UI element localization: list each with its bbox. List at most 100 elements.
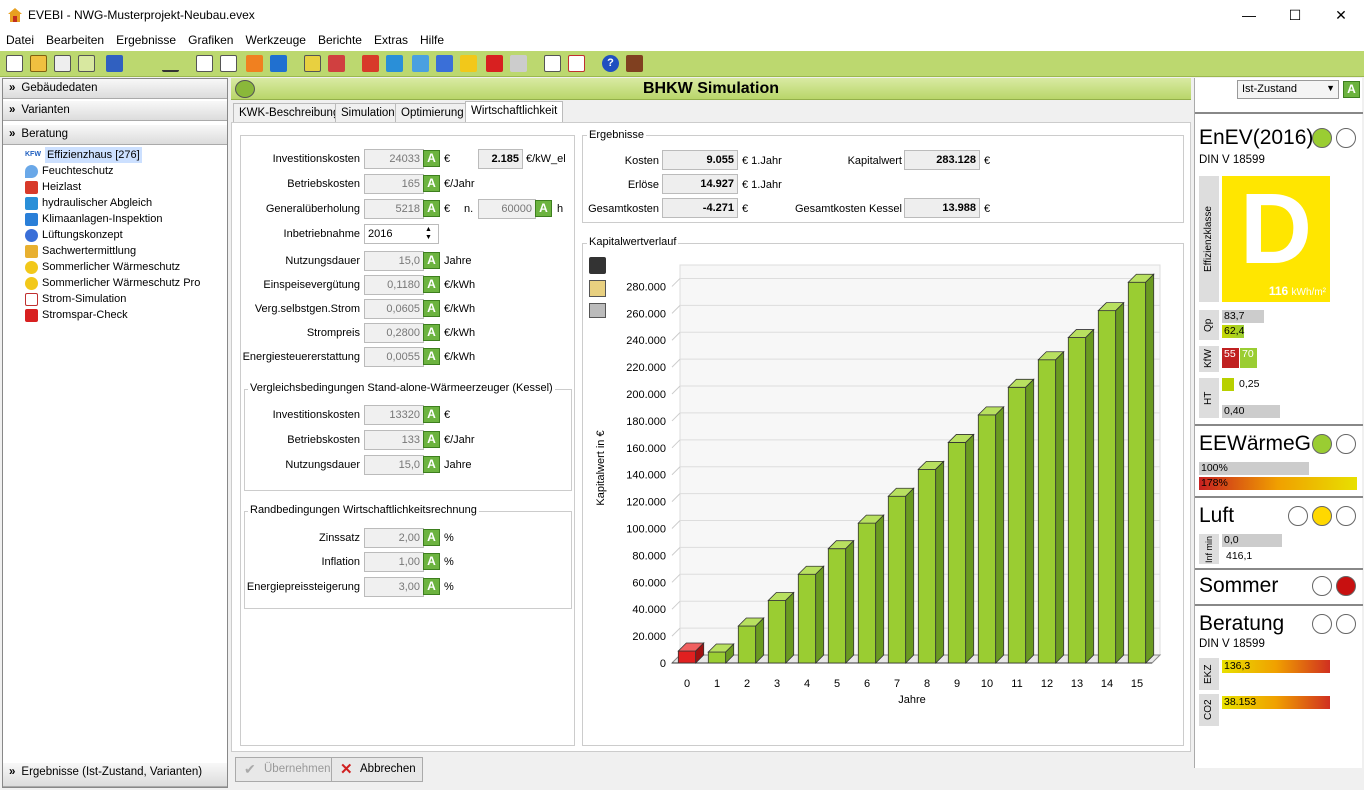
- auto-icon[interactable]: A: [423, 529, 440, 546]
- tab-simulation[interactable]: Simulation: [335, 103, 401, 123]
- tree-item-lueftung[interactable]: Lüftungskonzept: [25, 227, 200, 243]
- help-icon[interactable]: ?: [602, 55, 619, 72]
- tab-kwk-beschreibung[interactable]: KWK-Beschreibung: [233, 103, 346, 123]
- state-dropdown[interactable]: Ist-Zustand ▼: [1237, 80, 1339, 99]
- tree-item-hydraulik[interactable]: hydraulischer Abgleich: [25, 195, 200, 211]
- export-orange-icon[interactable]: [246, 55, 263, 72]
- section-gebaeudedaten[interactable]: » Gebäudedaten: [3, 79, 227, 99]
- open-folder-icon[interactable]: [30, 55, 47, 72]
- einspeise-input[interactable]: 0,1180: [364, 275, 424, 295]
- auto-icon[interactable]: A: [423, 175, 440, 192]
- minimize-button[interactable]: —: [1242, 7, 1256, 23]
- n-label: n.: [464, 203, 474, 215]
- close-button[interactable]: ✕: [1335, 7, 1347, 23]
- document-icon[interactable]: [196, 55, 213, 72]
- auto-icon[interactable]: A: [423, 300, 440, 317]
- menu-grafiken[interactable]: Grafiken: [188, 33, 234, 47]
- auto-icon[interactable]: A: [423, 252, 440, 269]
- menu-berichte[interactable]: Berichte: [317, 33, 362, 47]
- strompreis-input[interactable]: 0,2800: [364, 323, 424, 343]
- tree-icon[interactable]: [304, 55, 321, 72]
- maximize-button[interactable]: ☐: [1288, 7, 1302, 23]
- menu-ergebnisse[interactable]: Ergebnisse: [116, 33, 177, 47]
- auto-icon[interactable]: A: [423, 348, 440, 365]
- tab-optimierung[interactable]: Optimierung: [395, 103, 470, 123]
- bar-front: [827, 548, 847, 664]
- tree-item-strom-sim[interactable]: Strom-Simulation: [25, 291, 200, 307]
- nutzung-input[interactable]: 15,0: [364, 251, 424, 271]
- tab-wirtschaftlichkeit[interactable]: Wirtschaftlichkeit: [465, 101, 564, 123]
- fan-icon[interactable]: [436, 55, 453, 72]
- kessel-nutzung-input[interactable]: 15,0: [364, 455, 424, 475]
- table-icon[interactable]: [220, 55, 237, 72]
- invest-input[interactable]: 24033: [364, 149, 424, 169]
- cancel-button[interactable]: ✕ Abbrechen: [331, 757, 423, 782]
- inbetrieb-spinner[interactable]: 2016: [364, 224, 439, 244]
- menu-hilfe[interactable]: Hilfe: [420, 33, 445, 47]
- tree-item-effizienzhaus[interactable]: KFW Effizienzhaus [276]: [25, 147, 200, 163]
- kessel-betrieb-input[interactable]: 133: [364, 430, 424, 450]
- auto-icon[interactable]: A: [1343, 81, 1360, 98]
- sun-icon[interactable]: [460, 55, 477, 72]
- energie-input[interactable]: 3,00: [364, 577, 424, 597]
- print-icon[interactable]: [589, 303, 606, 318]
- calculator-icon[interactable]: [626, 55, 643, 72]
- auto-icon[interactable]: A: [423, 324, 440, 341]
- general-input[interactable]: 5218: [364, 199, 424, 219]
- auto-icon[interactable]: A: [423, 276, 440, 293]
- n-input[interactable]: 60000: [478, 199, 536, 219]
- redo-icon[interactable]: [106, 55, 123, 72]
- zins-input[interactable]: 2,00: [364, 528, 424, 548]
- section-varianten[interactable]: » Varianten: [3, 101, 227, 121]
- wand-icon[interactable]: [162, 55, 179, 72]
- y-tick-label: 240.000: [626, 335, 666, 347]
- hydraulic-icon[interactable]: [386, 55, 403, 72]
- tree-item-label: Sommerlicher Wärmeschutz: [42, 261, 181, 273]
- tree-item-feuchteschutz[interactable]: Feuchteschutz: [25, 163, 200, 179]
- energiesteuer-input[interactable]: 0,0055: [364, 347, 424, 367]
- section-beratung[interactable]: » Beratung: [3, 125, 227, 145]
- verg-input[interactable]: 0,0605: [364, 299, 424, 319]
- auto-icon[interactable]: A: [535, 200, 552, 217]
- tree-item-sommer[interactable]: Sommerlicher Wärmeschutz: [25, 259, 200, 275]
- tree-item-klima[interactable]: Klimaanlagen-Inspektion: [25, 211, 200, 227]
- menu-extras[interactable]: Extras: [373, 33, 408, 47]
- auto-icon[interactable]: A: [423, 578, 440, 595]
- apply-button[interactable]: ✔ Übernehmen: [235, 757, 338, 782]
- inflation-input[interactable]: 1,00: [364, 552, 424, 572]
- section-ergebnisse[interactable]: » Ergebnisse (Ist-Zustand, Varianten): [3, 763, 227, 787]
- copy-icon[interactable]: [54, 55, 71, 72]
- menu-werkzeuge[interactable]: Werkzeuge: [245, 33, 306, 47]
- panel-toggle-icon[interactable]: [235, 80, 255, 98]
- menu-datei[interactable]: Datei: [6, 33, 35, 47]
- house-icon[interactable]: [510, 55, 527, 72]
- new-file-icon[interactable]: [6, 55, 23, 72]
- heating-icon[interactable]: [362, 55, 379, 72]
- auto-icon[interactable]: A: [423, 150, 440, 167]
- auto-icon[interactable]: A: [423, 553, 440, 570]
- title-bar: EVEBI - NWG-Musterprojekt-Neubau.evex — …: [0, 0, 1364, 31]
- tree-item-stromspar[interactable]: Stromspar-Check: [25, 307, 200, 323]
- chart-report-icon[interactable]: [568, 55, 585, 72]
- auto-icon[interactable]: A: [423, 456, 440, 473]
- report-icon[interactable]: [544, 55, 561, 72]
- tree-item-sommer-pro[interactable]: Sommerlicher Wärmeschutz Pro: [25, 275, 200, 291]
- list-icon[interactable]: [328, 55, 345, 72]
- auto-icon[interactable]: A: [423, 431, 440, 448]
- inspection-icon[interactable]: [412, 55, 429, 72]
- import-icon[interactable]: [78, 55, 95, 72]
- bar-side: [695, 642, 705, 664]
- auto-icon[interactable]: A: [423, 406, 440, 423]
- export-blue-icon[interactable]: [270, 55, 287, 72]
- clipboard-icon[interactable]: [589, 280, 606, 297]
- kessel-invest-input[interactable]: 13320: [364, 405, 424, 425]
- status-empty-icon: [1312, 614, 1332, 634]
- menu-bearbeiten[interactable]: Bearbeiten: [46, 33, 105, 47]
- spinner-arrows-icon[interactable]: ▲ ▼: [425, 226, 432, 241]
- lightning-icon[interactable]: [486, 55, 503, 72]
- auto-icon[interactable]: A: [423, 200, 440, 217]
- tree-item-sachwert[interactable]: Sachwertermittlung: [25, 243, 200, 259]
- betrieb-input[interactable]: 165: [364, 174, 424, 194]
- save-icon[interactable]: [589, 257, 606, 274]
- tree-item-heizlast[interactable]: Heizlast: [25, 179, 200, 195]
